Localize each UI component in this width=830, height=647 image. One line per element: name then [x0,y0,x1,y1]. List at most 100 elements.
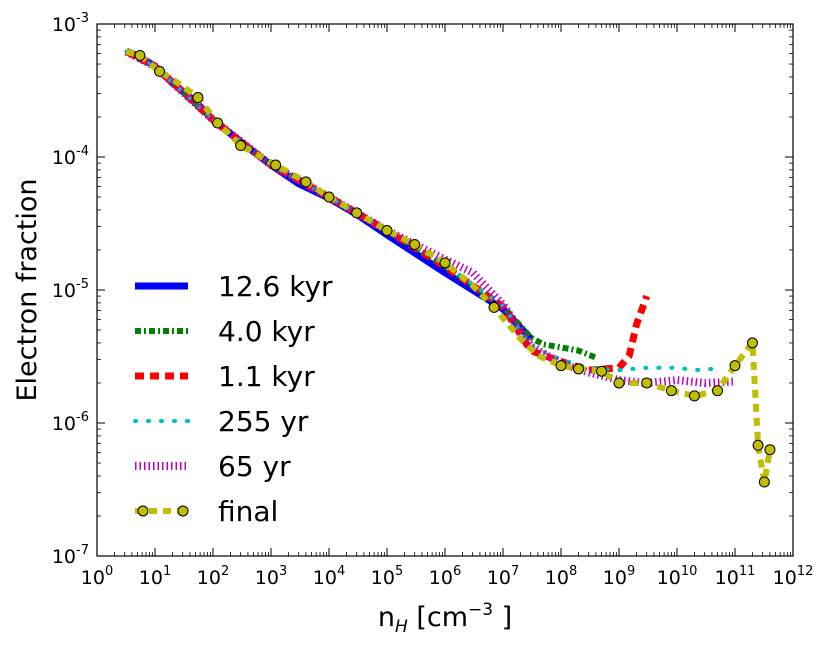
series-marker [688,390,700,402]
series-marker [300,176,312,188]
plot-area [97,24,793,556]
x-tick-label-exp: 9 [627,564,635,579]
series-marker [488,301,500,313]
y-tick-label-base: 10 [52,280,76,302]
x-tick-label-exp: 3 [279,564,287,579]
x-tick-label-exp: 4 [337,564,345,579]
y-tick-label-exp: -7 [76,543,89,558]
y-tick-label-base: 10 [52,14,76,36]
x-axis-label-unit-exp: −3 [468,600,493,620]
series-marker [409,238,421,250]
x-tick-label: 106 [429,564,461,589]
x-axis-label-sub: H [395,617,408,637]
x-tick-label: 1012 [773,564,814,589]
x-tick-label-base: 10 [313,567,337,589]
x-tick-label-exp: 2 [221,564,229,579]
x-tick-label-exp: 6 [453,564,461,579]
series-marker [192,92,204,104]
y-tick-label: 10-3 [52,11,89,36]
x-tick-label-base: 10 [81,567,105,589]
y-tick-label: 10-5 [52,277,89,302]
x-tick-label-exp: 10 [681,564,698,579]
x-tick-label-exp: 8 [569,564,577,579]
x-axis-label-unit-open: [cm [408,602,468,633]
plot-background [97,24,793,556]
x-tick-label: 102 [197,564,229,589]
x-axis-label-base: n [378,602,395,633]
series-marker [729,360,741,372]
x-tick-label: 109 [603,564,635,589]
x-axis-label: nH [cm−3 ] [378,600,512,637]
series-marker [758,476,770,488]
x-tick-label: 1010 [657,564,698,589]
series-marker [613,377,625,389]
x-tick-label-base: 10 [715,567,739,589]
series-marker [270,159,282,171]
x-tick-label: 105 [371,564,403,589]
series-marker [746,337,758,349]
x-tick-label-exp: 1 [163,564,171,579]
y-axis-label: Electron fraction [12,178,43,401]
x-tick-label-exp: 7 [511,564,519,579]
legend-label-1: 4.0 kyr [218,315,315,348]
y-tick-label-base: 10 [52,546,76,568]
legend-label-2: 1.1 kyr [218,360,315,393]
series-marker [134,49,146,61]
y-tick-label-base: 10 [52,147,76,169]
x-tick-label: 1011 [715,564,756,589]
x-axis-label-unit-close: ] [493,602,512,633]
axis-ticks: 100 101 102 103 104 105 106 107 108 109 1010 1011 10… [52,11,814,589]
series-marker [596,365,608,377]
x-tick-label-base: 10 [429,567,453,589]
legend-marker [137,505,149,517]
plot-frame [96,23,794,557]
x-tick-label: 107 [487,564,519,589]
legend: 12.6 kyr 4.0 kyr 1.1 kyr 255 yr 65 yr final [133,270,333,528]
series-marker [212,117,224,129]
x-tick-label-base: 10 [255,567,279,589]
x-tick-label-base: 10 [545,567,569,589]
legend-label-5: final [218,495,278,528]
series-marker [235,140,247,152]
series-marker [439,257,451,269]
series-marker [752,439,764,451]
series-marker [154,65,166,77]
x-tick-label-base: 10 [197,567,221,589]
x-tick-label-base: 10 [487,567,511,589]
x-tick-label-base: 10 [773,567,797,589]
series-layer [124,48,776,488]
series-marker [764,444,776,456]
series-marker [641,377,653,389]
series-marker [572,363,584,375]
x-tick-label-exp: 12 [797,564,814,579]
x-tick-label: 104 [313,564,345,589]
x-tick-label: 108 [545,564,577,589]
y-tick-label: 10-6 [52,410,89,435]
y-tick-label-exp: -5 [76,277,89,292]
x-tick-label: 100 [81,564,113,589]
y-tick-label-exp: -4 [76,144,89,159]
legend-marker [177,505,189,517]
series-marker [381,225,393,237]
x-tick-label-base: 10 [657,567,681,589]
y-tick-label: 10-4 [52,144,89,169]
y-tick-label-base: 10 [52,413,76,435]
legend-label-4: 65 yr [218,450,291,483]
y-tick-label-exp: -6 [76,410,89,425]
series-marker [555,360,567,372]
x-tick-label-exp: 0 [105,564,113,579]
series-marker [665,385,677,397]
x-tick-label-base: 10 [371,567,395,589]
x-tick-label: 103 [255,564,287,589]
x-tick-label-exp: 11 [739,564,756,579]
series-marker [351,207,363,219]
series-marker [323,191,335,203]
x-tick-label-base: 10 [139,567,163,589]
y-tick-label: 10-7 [52,543,89,568]
series-marker [712,385,724,397]
x-tick-label: 101 [139,564,171,589]
y-tick-label-exp: -3 [76,11,89,26]
x-tick-label-base: 10 [603,567,627,589]
legend-label-3: 255 yr [218,405,309,438]
